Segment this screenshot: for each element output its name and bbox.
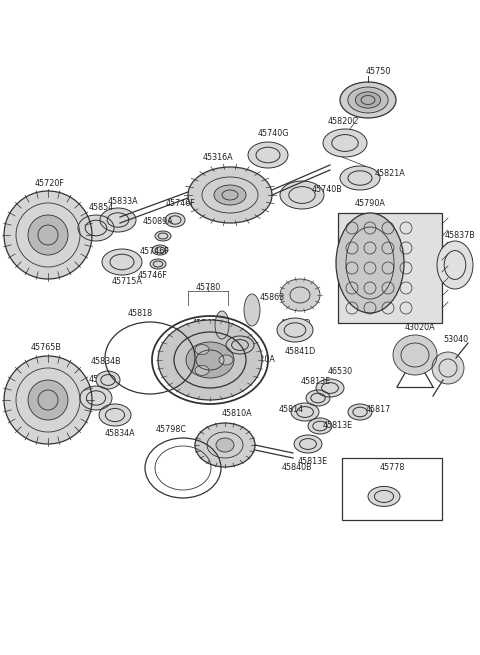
Ellipse shape xyxy=(195,345,209,354)
Text: 45863: 45863 xyxy=(259,293,285,303)
Ellipse shape xyxy=(316,379,344,397)
Text: 45765B: 45765B xyxy=(31,343,61,352)
Ellipse shape xyxy=(336,213,404,313)
Ellipse shape xyxy=(393,335,437,375)
Text: 45740B: 45740B xyxy=(312,185,342,195)
Ellipse shape xyxy=(355,92,381,108)
Ellipse shape xyxy=(78,215,114,241)
Text: 45840B: 45840B xyxy=(282,462,312,472)
Text: 45778: 45778 xyxy=(379,464,405,472)
Ellipse shape xyxy=(4,191,92,279)
Text: 45833A: 45833A xyxy=(108,198,138,206)
Ellipse shape xyxy=(244,294,260,326)
Ellipse shape xyxy=(165,213,185,227)
Text: 45810A: 45810A xyxy=(222,409,252,417)
Ellipse shape xyxy=(348,87,388,113)
Ellipse shape xyxy=(80,386,112,410)
Text: 45841D: 45841D xyxy=(284,348,316,356)
Ellipse shape xyxy=(96,371,120,389)
Ellipse shape xyxy=(226,336,254,354)
Ellipse shape xyxy=(219,355,233,365)
Ellipse shape xyxy=(340,82,396,118)
Text: 45742: 45742 xyxy=(192,318,216,328)
Text: 45746F: 45746F xyxy=(138,272,168,280)
Text: 45740G: 45740G xyxy=(257,128,289,138)
Text: 45814: 45814 xyxy=(278,405,303,415)
Text: 45920A: 45920A xyxy=(245,354,276,364)
Ellipse shape xyxy=(195,423,255,467)
Text: 45798C: 45798C xyxy=(156,426,187,434)
Text: 45813E: 45813E xyxy=(323,422,353,430)
Ellipse shape xyxy=(150,259,166,269)
Ellipse shape xyxy=(216,438,234,452)
Text: 45813E: 45813E xyxy=(301,377,331,386)
Ellipse shape xyxy=(152,245,168,255)
Ellipse shape xyxy=(368,487,400,506)
Ellipse shape xyxy=(306,390,330,406)
Text: 46530: 46530 xyxy=(327,367,353,377)
Text: 45790A: 45790A xyxy=(355,198,385,208)
Ellipse shape xyxy=(308,418,332,434)
Text: 45750: 45750 xyxy=(365,67,391,77)
Text: 45817: 45817 xyxy=(365,405,391,415)
Ellipse shape xyxy=(214,185,246,205)
Ellipse shape xyxy=(28,380,68,420)
Ellipse shape xyxy=(277,318,313,342)
Text: 45854: 45854 xyxy=(88,204,114,212)
Ellipse shape xyxy=(155,231,171,241)
Text: 45821A: 45821A xyxy=(374,168,406,178)
Bar xyxy=(338,213,442,323)
Text: 45316A: 45316A xyxy=(203,153,233,162)
Ellipse shape xyxy=(437,241,473,289)
Ellipse shape xyxy=(280,181,324,209)
Text: 45746F: 45746F xyxy=(165,200,195,208)
Ellipse shape xyxy=(102,249,142,275)
Text: 45818: 45818 xyxy=(127,310,153,318)
Ellipse shape xyxy=(158,320,262,400)
Ellipse shape xyxy=(291,403,319,421)
Ellipse shape xyxy=(195,365,209,375)
Text: 43020A: 43020A xyxy=(405,322,435,331)
Ellipse shape xyxy=(188,167,272,223)
Ellipse shape xyxy=(186,342,234,378)
Text: 45089A: 45089A xyxy=(143,217,173,227)
Text: 45746F: 45746F xyxy=(140,248,170,257)
Ellipse shape xyxy=(280,279,320,311)
Ellipse shape xyxy=(28,215,68,255)
Ellipse shape xyxy=(294,435,322,453)
Text: 45780: 45780 xyxy=(195,282,221,291)
Text: 45813E: 45813E xyxy=(298,457,328,466)
Text: 45720F: 45720F xyxy=(35,179,65,187)
Text: 45715A: 45715A xyxy=(111,278,143,286)
Ellipse shape xyxy=(323,129,367,157)
Ellipse shape xyxy=(348,404,372,420)
Ellipse shape xyxy=(340,166,380,190)
Ellipse shape xyxy=(99,404,131,426)
Bar xyxy=(342,458,442,520)
Text: 45834B: 45834B xyxy=(91,358,121,367)
Ellipse shape xyxy=(432,352,464,384)
Text: 53040: 53040 xyxy=(444,335,468,345)
Text: 45834A: 45834A xyxy=(105,428,135,438)
Text: 45770: 45770 xyxy=(88,375,114,384)
Ellipse shape xyxy=(248,142,288,168)
Text: 45820C: 45820C xyxy=(327,117,359,126)
Ellipse shape xyxy=(100,208,136,232)
Ellipse shape xyxy=(4,356,92,444)
Text: 45837B: 45837B xyxy=(444,231,475,240)
Text: 45772D: 45772D xyxy=(279,318,311,328)
Ellipse shape xyxy=(215,311,229,339)
